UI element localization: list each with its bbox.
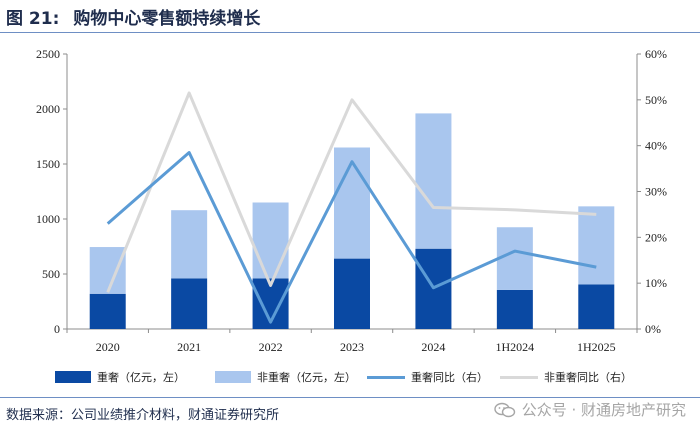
y-right-tick-label: 30% [645, 185, 667, 199]
y-left-tick-label: 2500 [36, 47, 60, 61]
bar-heavy-luxury [171, 278, 208, 329]
y-left-tick-label: 0 [54, 322, 60, 336]
legend-swatch-heavy-bar [55, 371, 91, 383]
figure-number: 图 21: [6, 9, 60, 29]
figure-title: 图 21: 购物中心零售额持续增长 [6, 4, 260, 29]
line-heavy-luxury-yoy [106, 151, 597, 324]
y-left-tick-label: 2000 [36, 102, 60, 116]
y-right-tick-label: 40% [645, 139, 667, 153]
bar-non-heavy-luxury [578, 206, 615, 285]
x-tick-label: 2023 [340, 340, 364, 354]
wechat-icon [493, 402, 515, 417]
y-left-tick-label: 500 [42, 267, 60, 281]
figure-title-text: 购物中心零售额持续增长 [73, 9, 261, 29]
legend-item-heavy-bar: 重奢（亿元，左） [55, 367, 185, 387]
x-tick-label: 1H2024 [496, 340, 535, 354]
bar-non-heavy-luxury [252, 202, 289, 279]
bar-heavy-luxury [89, 293, 126, 329]
bar-non-heavy-luxury [415, 113, 452, 249]
chart-legend: 重奢（亿元，左） 非重奢（亿元，左） 重奢同比（右） 非重奢同比（右） [55, 367, 695, 387]
bar-non-heavy-luxury [89, 247, 126, 294]
bar-non-heavy-luxury [496, 227, 533, 290]
line-non-heavy-luxury-yoy [106, 91, 597, 293]
y-right-tick-label: 0% [645, 322, 661, 336]
y-right-tick-label: 60% [645, 47, 667, 61]
bar-heavy-luxury [334, 258, 370, 329]
y-right-tick-label: 20% [645, 230, 667, 244]
title-divider [0, 32, 700, 33]
legend-item-light-bar: 非重奢（亿元，左） [215, 367, 356, 387]
legend-label-heavy-line: 重奢同比（右） [411, 371, 488, 384]
y-left-tick-label: 1000 [36, 212, 60, 226]
legend-item-heavy-line: 重奢同比（右） [367, 367, 488, 387]
x-tick-label: 2024 [421, 340, 445, 354]
retail-sales-chart: 0 500 1000 1500 2000 2500 0% 10% 20% 30% 40% 50% 60%… [36, 47, 667, 354]
legend-swatch-light-line [500, 375, 538, 379]
bar-non-heavy-luxury [334, 147, 370, 259]
bar-heavy-luxury [496, 289, 533, 329]
legend-swatch-heavy-line [367, 375, 405, 379]
bar-non-heavy-luxury [171, 210, 208, 279]
y-right-tick-label: 50% [645, 93, 667, 107]
source-note: 数据来源：公司业绩推介材料，财通证券研究所 [6, 408, 280, 423]
watermark-text: 公众号 · 财通房地产研究 [521, 401, 686, 419]
x-tick-label: 2021 [177, 340, 201, 354]
x-tick-label: 2020 [96, 340, 120, 354]
legend-label-light-line: 非重奢同比（右） [544, 371, 632, 384]
legend-label-light-bar: 非重奢（亿元，左） [257, 371, 356, 384]
x-tick-label: 2022 [259, 340, 283, 354]
legend-item-light-line: 非重奢同比（右） [500, 367, 632, 387]
legend-swatch-light-bar [215, 371, 251, 383]
bar-heavy-luxury [578, 284, 615, 329]
watermark: 公众号 · 财通房地产研究 [493, 399, 686, 420]
y-right-tick-label: 10% [645, 276, 667, 290]
y-left-tick-label: 1500 [36, 157, 60, 171]
legend-label-heavy-bar: 重奢（亿元，左） [97, 371, 185, 384]
footer-divider [0, 397, 700, 398]
x-tick-label: 1H2025 [577, 340, 616, 354]
